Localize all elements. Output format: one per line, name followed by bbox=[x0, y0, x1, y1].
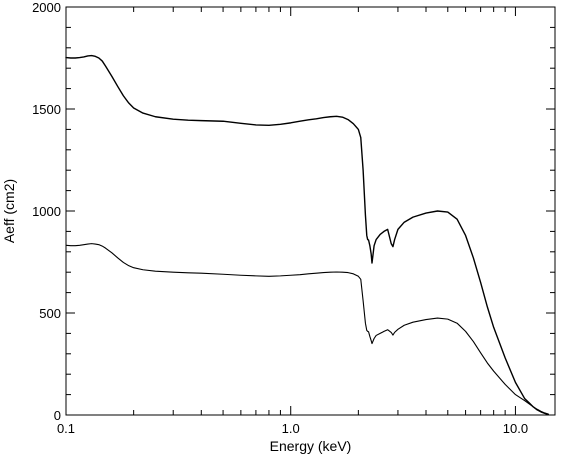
x-tick-label: 0.1 bbox=[57, 421, 75, 436]
series-line-2 bbox=[65, 243, 549, 415]
y-tick-label: 1000 bbox=[32, 204, 61, 219]
y-tick-label: 2000 bbox=[32, 0, 61, 15]
plot-frame bbox=[65, 6, 556, 416]
x-axis-title: Energy (keV) bbox=[270, 438, 352, 454]
y-tick-label: 500 bbox=[39, 306, 61, 321]
ticks-layer: 0.1 1.0 10.0 0 500 1000 1500 2000 bbox=[32, 0, 555, 436]
y-tick-label: 0 bbox=[54, 408, 61, 423]
series-layer bbox=[65, 54, 549, 416]
y-tick-label: 1500 bbox=[32, 102, 61, 117]
x-tick-label: 1.0 bbox=[282, 421, 300, 436]
series-line-1 bbox=[65, 54, 549, 416]
y-axis-title: Aeff (cm2) bbox=[1, 179, 17, 243]
x-tick-label: 10.0 bbox=[503, 421, 528, 436]
